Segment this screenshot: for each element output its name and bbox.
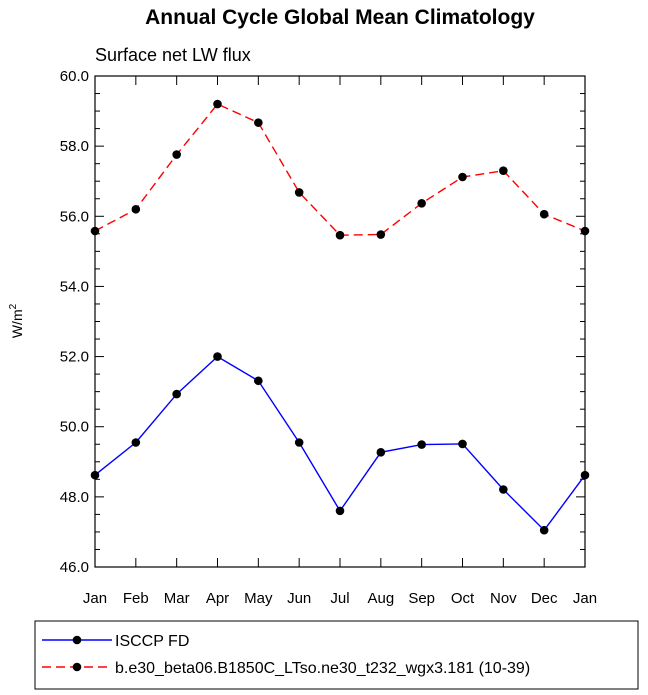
series-1-point [499,166,508,175]
series-1-point [213,99,222,109]
series-0-point [376,448,386,457]
series-0-point [254,376,263,386]
series-0-point [213,352,222,361]
y-tick-label: 48.0 [60,489,89,506]
y-tick-label: 56.0 [60,208,89,225]
series-1-point [254,118,263,127]
series-1-point [131,204,141,214]
legend-marker-1 [72,662,82,672]
y-axis-label-text: W/m [9,309,25,338]
axis-ticks: 46.0 48.0 50.0 52.0 54.0 56.0 58.0 60.0 Jan Feb Ma… [60,68,597,607]
y-tick-label: 58.0 [60,138,89,155]
x-tick-label: Jan [83,590,107,607]
series-0-point [335,506,345,516]
series-line-1 [94,103,586,236]
series-1-point [417,199,426,208]
x-tick-label: Oct [451,590,475,607]
svg-text:W/m2: W/m2 [8,303,25,338]
series-0-point [539,525,549,535]
series-0-point [499,485,508,494]
x-tick-label: Jun [287,590,311,607]
x-tick-label: May [244,590,273,607]
legend-label-0: ISCCP FD [115,633,189,650]
x-tick-label: Dec [531,590,558,607]
legend-marker-0 [72,635,82,645]
y-tick-label: 60.0 [60,68,89,85]
series-1-point [294,188,304,197]
series-0-point [131,438,141,447]
chart-title: Annual Cycle Global Mean Climatology [145,6,535,29]
x-tick-label: Sep [408,590,435,607]
plot-frame [94,75,586,568]
x-tick-label: Feb [123,590,149,607]
y-tick-label: 46.0 [60,559,89,576]
series-1-point [539,209,549,219]
series-1-point [172,150,181,159]
x-tick-label: Nov [490,590,517,607]
series-line-0 [94,355,586,532]
legend-label-1: b.e30_beta06.B1850C_LTso.ne30_t232_wgx3.… [115,660,530,677]
y-tick-label: 54.0 [60,278,89,295]
series-0-point [294,438,304,447]
legend-box [34,620,639,690]
series-1-point [376,230,386,239]
legend: ISCCP FD b.e30_beta06.B1850C_LTso.ne30_t2… [34,620,639,690]
series-1-point [458,172,467,182]
x-tick-label: Aug [367,590,394,607]
series-0-point [458,439,467,449]
x-tick-label: Apr [206,590,229,607]
series-1-point [335,230,345,240]
y-tick-label: 50.0 [60,419,89,436]
y-axis-label: W/m2 [8,303,25,338]
x-tick-label: Jan [573,590,597,607]
y-tick-label: 52.0 [60,349,89,366]
x-tick-label: Mar [164,590,190,607]
x-tick-label: Jul [330,590,349,607]
series-layer [90,99,590,535]
series-0-point [417,440,426,449]
series-0-point [172,389,181,399]
y-axis-label-superscript: 2 [8,303,19,309]
chart-subtitle: Surface net LW flux [95,45,251,65]
